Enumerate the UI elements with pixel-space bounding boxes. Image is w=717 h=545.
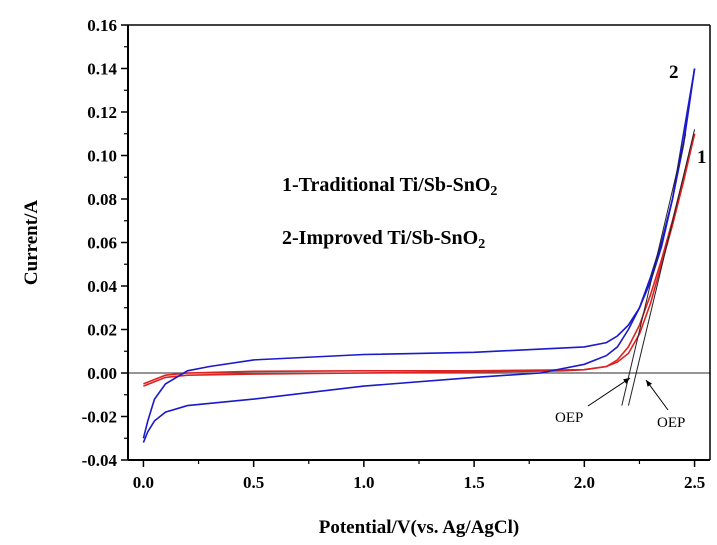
oep-arrow-1-head bbox=[623, 378, 630, 384]
legend-entry-2: 2-Improved Ti/Sb-SnO2 bbox=[282, 227, 485, 252]
x-tick-label: 2.0 bbox=[574, 473, 595, 492]
series-1-forward-line bbox=[143, 133, 696, 387]
legend-entry-text: 2-Improved Ti/Sb-SnO bbox=[282, 227, 478, 249]
y-tick-label: -0.02 bbox=[82, 408, 117, 427]
y-tick-label: 0.10 bbox=[87, 147, 117, 166]
series-2-backward-line bbox=[142, 68, 696, 439]
y-tick-label: 0.06 bbox=[87, 234, 117, 253]
y-tick-label: 0.08 bbox=[87, 190, 117, 209]
labels: -0.04-0.020.000.020.040.060.080.100.120.… bbox=[21, 16, 707, 538]
x-tick-label: 1.5 bbox=[463, 473, 484, 492]
x-tick-label: 1.0 bbox=[353, 473, 374, 492]
legend-subscript: 2 bbox=[478, 237, 485, 252]
series-2-forward-line bbox=[142, 68, 696, 443]
y-tick-label: 0.16 bbox=[87, 16, 117, 35]
x-axis-label: Potential/V(vs. Ag/AgCl) bbox=[319, 517, 520, 538]
series-label-1: 1 bbox=[697, 147, 707, 168]
axes bbox=[121, 24, 711, 467]
oep-arrow-2-head bbox=[646, 380, 653, 387]
x-tick-label: 2.5 bbox=[684, 473, 705, 492]
y-tick-label: 0.04 bbox=[87, 277, 117, 296]
series-label-2: 2 bbox=[669, 62, 679, 83]
x-tick-label: 0.0 bbox=[133, 473, 154, 492]
legend-entry-text: 1-Traditional Ti/Sb-SnO bbox=[282, 174, 490, 196]
legend-subscript: 2 bbox=[490, 184, 497, 199]
oep-annotation-1: OEP bbox=[555, 410, 583, 426]
tangent-line-1 bbox=[621, 133, 687, 406]
x-tick-label: 0.5 bbox=[243, 473, 264, 492]
oep-arrow-1-shaft bbox=[587, 377, 631, 407]
oep-annotation-2: OEP bbox=[657, 415, 685, 431]
plot-area bbox=[128, 68, 710, 443]
y-tick-label: -0.04 bbox=[82, 451, 118, 470]
tangent-line-2 bbox=[627, 129, 696, 406]
y-tick-label: 0.12 bbox=[87, 103, 117, 122]
y-tick-label: 0.02 bbox=[87, 321, 117, 340]
y-tick-label: 0.14 bbox=[87, 60, 117, 79]
legend-entry-1: 1-Traditional Ti/Sb-SnO2 bbox=[282, 174, 497, 199]
series-1-backward-line bbox=[143, 133, 696, 385]
y-tick-label: 0.00 bbox=[87, 364, 117, 383]
y-axis-label: Current/A bbox=[21, 200, 42, 285]
